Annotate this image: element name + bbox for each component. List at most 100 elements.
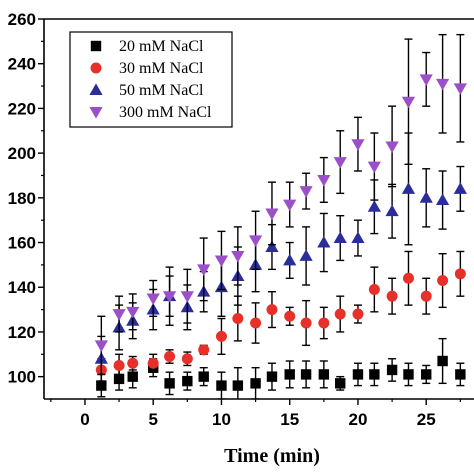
y-tick-label: 180 <box>8 189 36 208</box>
data-point <box>162 291 177 303</box>
x-tick-label: 15 <box>280 410 299 429</box>
data-point <box>127 371 138 382</box>
data-point <box>352 308 364 320</box>
data-point <box>197 264 211 276</box>
data-point <box>318 317 330 329</box>
data-point <box>214 255 229 268</box>
data-point <box>368 283 380 295</box>
data-point <box>333 231 347 244</box>
data-point <box>127 357 139 369</box>
data-point <box>334 308 346 320</box>
data-point <box>401 96 416 109</box>
y-tick-label: 200 <box>8 144 36 163</box>
data-point <box>198 344 210 356</box>
data-point <box>147 357 159 369</box>
data-point <box>284 310 296 322</box>
y-tick-label: 260 <box>8 10 36 29</box>
data-point <box>250 317 262 329</box>
data-point <box>300 369 312 380</box>
x-tick-label: 10 <box>212 410 231 429</box>
data-point <box>419 74 433 86</box>
data-point <box>198 371 209 382</box>
data-point <box>453 83 467 95</box>
y-tick-label: 220 <box>8 99 36 118</box>
legend: 20 mM NaCl 30 mM NaCl 50 mM NaCl 300 mM NaC… <box>69 31 233 128</box>
series-0 <box>96 337 466 399</box>
data-point <box>181 353 193 365</box>
legend-label: 20 mM NaCl <box>119 38 204 55</box>
data-point <box>403 369 414 380</box>
data-point <box>113 373 125 385</box>
plot-area <box>94 33 467 399</box>
legend-marker <box>89 107 103 119</box>
legend-label: 50 mM NaCl <box>119 82 204 99</box>
data-point <box>454 268 466 280</box>
data-point <box>231 250 245 263</box>
y-tick-label: 240 <box>8 55 36 74</box>
data-point <box>146 293 160 306</box>
data-point <box>164 351 176 363</box>
data-point <box>112 309 126 321</box>
y-tick-label: 120 <box>8 323 36 342</box>
data-point <box>351 231 365 244</box>
data-point <box>299 249 313 261</box>
y-tick-label: 160 <box>8 234 36 253</box>
data-point <box>436 193 450 206</box>
data-point <box>232 313 244 325</box>
legend-marker <box>89 83 103 95</box>
y-tick-label: 140 <box>8 278 36 297</box>
data-point <box>317 235 331 248</box>
data-point <box>335 378 346 389</box>
axes: 100 120 140 160 180 200 220 240 260 0 5 10 15 20 25 <box>8 10 474 429</box>
data-point <box>386 290 398 302</box>
data-point <box>367 200 381 212</box>
data-point <box>250 378 261 389</box>
data-point <box>96 380 107 391</box>
data-point <box>333 157 347 169</box>
data-point <box>232 380 244 391</box>
data-point <box>437 275 449 287</box>
data-point <box>455 369 466 380</box>
data-point <box>283 253 297 266</box>
x-tick-label: 25 <box>417 410 436 429</box>
data-point <box>94 340 108 352</box>
data-point <box>401 182 416 194</box>
data-point <box>436 78 450 91</box>
data-point <box>420 290 432 302</box>
series-1 <box>95 250 466 382</box>
data-point <box>283 199 297 212</box>
legend-label: 30 mM NaCl <box>119 60 204 77</box>
legend-marker <box>90 62 102 74</box>
series-2 <box>94 132 467 382</box>
data-point <box>421 369 432 380</box>
data-point <box>299 186 313 198</box>
data-point <box>216 380 227 391</box>
data-point <box>318 369 330 380</box>
data-point <box>369 369 380 380</box>
data-point <box>352 369 364 380</box>
data-point <box>180 291 194 303</box>
data-point <box>437 355 448 367</box>
x-tick-label: 5 <box>148 410 157 429</box>
data-point <box>453 182 467 194</box>
data-point <box>402 272 414 284</box>
data-point <box>300 317 312 329</box>
data-point <box>248 235 263 247</box>
x-axis-title: Time (min) <box>224 445 320 467</box>
data-point <box>367 161 381 174</box>
data-point <box>266 304 278 316</box>
legend-marker <box>90 40 102 52</box>
data-point <box>265 208 279 221</box>
data-point <box>113 359 125 371</box>
x-tick-label: 20 <box>349 410 368 429</box>
data-point <box>284 369 295 380</box>
data-point <box>385 204 399 217</box>
data-point <box>126 306 140 319</box>
data-point <box>164 378 175 389</box>
data-point <box>265 240 279 252</box>
data-point <box>351 139 365 151</box>
x-tick-label: 0 <box>80 410 89 429</box>
data-point <box>317 174 331 187</box>
data-point <box>385 141 399 154</box>
